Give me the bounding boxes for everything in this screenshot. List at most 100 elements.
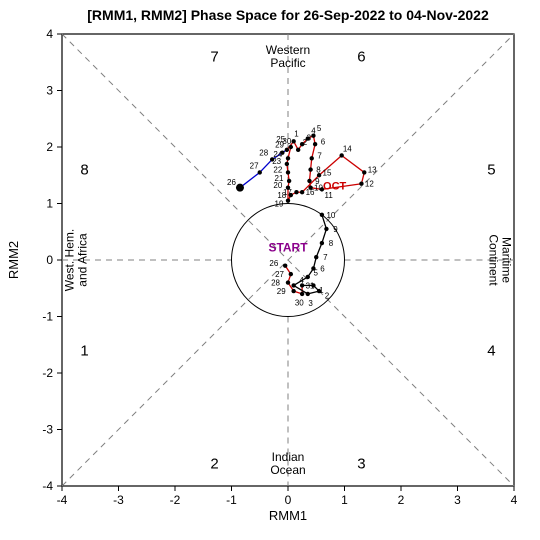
traj-point [359, 182, 363, 186]
traj-point [286, 156, 290, 160]
chart-title: [RMM1, RMM2] Phase Space for 26-Sep-2022… [87, 7, 489, 23]
day-label: 10 [326, 211, 335, 220]
traj-point [306, 292, 310, 296]
xtick: -4 [57, 493, 68, 507]
traj-seg [342, 155, 365, 172]
region-label: Maritime [499, 237, 513, 283]
day-label: 1 [294, 129, 299, 138]
day-label: 21 [275, 174, 284, 183]
traj-point [291, 283, 295, 287]
region-label: Indian [272, 450, 305, 464]
phase-number: 8 [80, 162, 88, 179]
phase-space-chart: [RMM1, RMM2] Phase Space for 26-Sep-2022… [0, 0, 540, 540]
xtick: -3 [113, 493, 124, 507]
day-label: 25 [276, 135, 285, 144]
traj-point [313, 142, 317, 146]
traj-point [294, 190, 298, 194]
ytick: 2 [46, 140, 53, 154]
traj-point [311, 283, 315, 287]
traj-point [314, 255, 318, 259]
day-label: 27 [250, 162, 259, 171]
traj-point [286, 280, 290, 284]
region-label: Western [266, 43, 310, 57]
traj-point [289, 193, 293, 197]
traj-point [362, 170, 366, 174]
day-label: 11 [325, 191, 334, 200]
ytick: -1 [42, 310, 53, 324]
region-label: Pacific [270, 56, 305, 70]
traj-point [339, 153, 343, 157]
traj-point [306, 136, 310, 140]
traj-seg [322, 229, 327, 243]
day-label: 12 [365, 180, 374, 189]
traj-point [306, 275, 310, 279]
ylabel: RMM2 [6, 241, 21, 279]
day-label: 14 [343, 145, 352, 154]
region-label: West. Hem. [63, 229, 77, 291]
traj-seg [260, 159, 272, 172]
day-label: 2 [325, 292, 330, 301]
ytick: 0 [46, 253, 53, 267]
phase-number: 2 [210, 455, 218, 472]
phase-number: 7 [210, 49, 218, 66]
traj-point [285, 148, 289, 152]
traj-point [324, 227, 328, 231]
day-label: 29 [277, 287, 286, 296]
traj-point [300, 190, 304, 194]
traj-point [289, 145, 293, 149]
ytick: -2 [42, 366, 53, 380]
ytick: 1 [46, 197, 53, 211]
traj-point [236, 184, 244, 192]
xtick: 2 [398, 493, 405, 507]
day-label: 26 [269, 259, 278, 268]
traj-point [317, 289, 321, 293]
chart-svg: [RMM1, RMM2] Phase Space for 26-Sep-2022… [0, 0, 540, 540]
day-label: 6 [320, 264, 325, 273]
day-label: 22 [273, 166, 282, 175]
start-label: START [268, 241, 308, 255]
ytick: 4 [46, 27, 53, 41]
traj-point [317, 173, 321, 177]
region-label: and Africa [76, 233, 90, 287]
traj-point [289, 272, 293, 276]
day-label: 19 [275, 200, 284, 209]
phase-number: 4 [487, 342, 495, 359]
day-label: 7 [317, 151, 322, 160]
phase-number: 3 [357, 455, 365, 472]
traj-point [286, 198, 290, 202]
phase-number: 1 [80, 342, 88, 359]
traj-point [307, 179, 311, 183]
traj-point [287, 179, 291, 183]
traj-point [311, 134, 315, 138]
traj-point [308, 167, 312, 171]
traj-point [311, 266, 315, 270]
traj-point [283, 263, 287, 267]
day-label: 9 [333, 225, 338, 234]
traj-point [296, 148, 300, 152]
traj-point [258, 170, 262, 174]
xtick: 0 [285, 493, 292, 507]
day-label: 24 [273, 150, 282, 159]
traj-point [300, 292, 304, 296]
day-label: 8 [329, 239, 334, 248]
phase-number: 6 [357, 49, 365, 66]
day-label: 7 [323, 253, 328, 262]
region-label: Ocean [270, 463, 305, 477]
day-label: 15 [323, 168, 332, 177]
day-label: 16 [306, 188, 315, 197]
ytick: 3 [46, 84, 53, 98]
traj-point [310, 156, 314, 160]
day-label: 4 [299, 276, 304, 285]
traj-point [286, 170, 290, 174]
xlabel: RMM1 [269, 508, 307, 523]
ytick: -3 [42, 423, 53, 437]
day-label: 6 [321, 137, 326, 146]
traj-point [320, 213, 324, 217]
traj-point [286, 185, 290, 189]
traj-point [291, 139, 295, 143]
xtick: 3 [454, 493, 461, 507]
day-label: 28 [259, 149, 268, 158]
xtick: 1 [341, 493, 348, 507]
traj-point [285, 162, 289, 166]
day-label: 13 [368, 166, 377, 175]
